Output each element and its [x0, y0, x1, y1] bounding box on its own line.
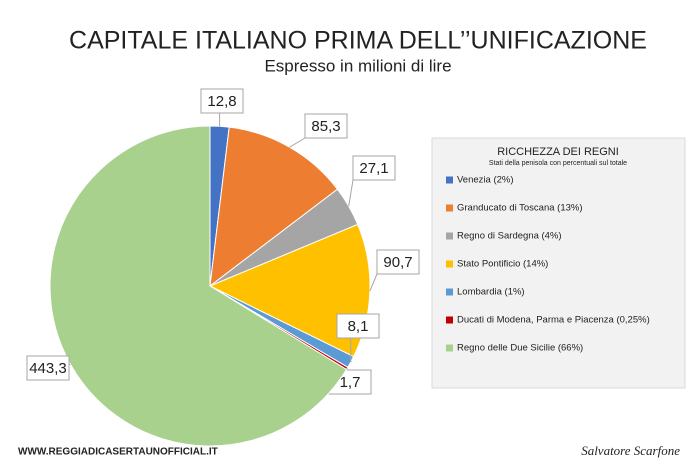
data-label-box [336, 313, 380, 339]
legend-label: Regno di Sardegna (4%) [457, 231, 562, 242]
legend-label: Venezia (2%) [457, 175, 514, 186]
legend-label: Regno delle Due Sicilie (66%) [457, 343, 583, 354]
footer-website: WWW.REGGIADICASERTAUNOFFICIAL.IT [18, 447, 218, 458]
data-label-box [200, 88, 244, 114]
legend-swatch [446, 232, 453, 240]
legend-label: Granducato di Toscana (13%) [457, 203, 583, 214]
legend-swatch [446, 316, 453, 324]
leader-line [348, 179, 354, 207]
pie-slice [208, 223, 371, 358]
leader-line [289, 137, 306, 148]
legend-subtitle: Stati della penisola con percentuali sul… [489, 160, 627, 167]
chart-title: CAPITALE ITALIANO PRIMA DELL’’UNIFICAZIO… [69, 27, 647, 55]
legend-swatch [446, 288, 453, 296]
data-label: 27,1 [359, 160, 388, 177]
legend-label: Stato Pontificio (14%) [457, 259, 548, 270]
data-label: 85,3 [311, 118, 340, 135]
chart-subtitle: Espresso in milioni di lire [264, 56, 451, 75]
data-label: 8,1 [348, 318, 369, 335]
legend-swatch [446, 176, 453, 184]
pie-slice [49, 125, 348, 447]
legend-swatch [446, 204, 453, 212]
legend-box [431, 137, 686, 389]
pie-slice [209, 126, 339, 288]
footer-author: Salvatore Scarfone [581, 443, 680, 458]
data-label-box [304, 113, 348, 139]
legend-label: Ducati di Modena, Parma e Piacenza (0,25… [457, 315, 650, 326]
legend-swatch [446, 260, 453, 268]
leader-line [369, 273, 378, 292]
data-label-box [26, 355, 70, 381]
data-label: 90,7 [383, 254, 412, 271]
data-label: 12,8 [207, 93, 236, 110]
legend-title: RICCHEZZA DEI REGNI [497, 146, 619, 158]
data-label: 1,7 [340, 374, 361, 391]
data-label-box [352, 155, 396, 181]
data-label: 443,3 [29, 360, 67, 377]
legend-label: Lombardia (1%) [457, 287, 525, 298]
legend-swatch [446, 344, 453, 352]
data-label-box [376, 249, 420, 275]
